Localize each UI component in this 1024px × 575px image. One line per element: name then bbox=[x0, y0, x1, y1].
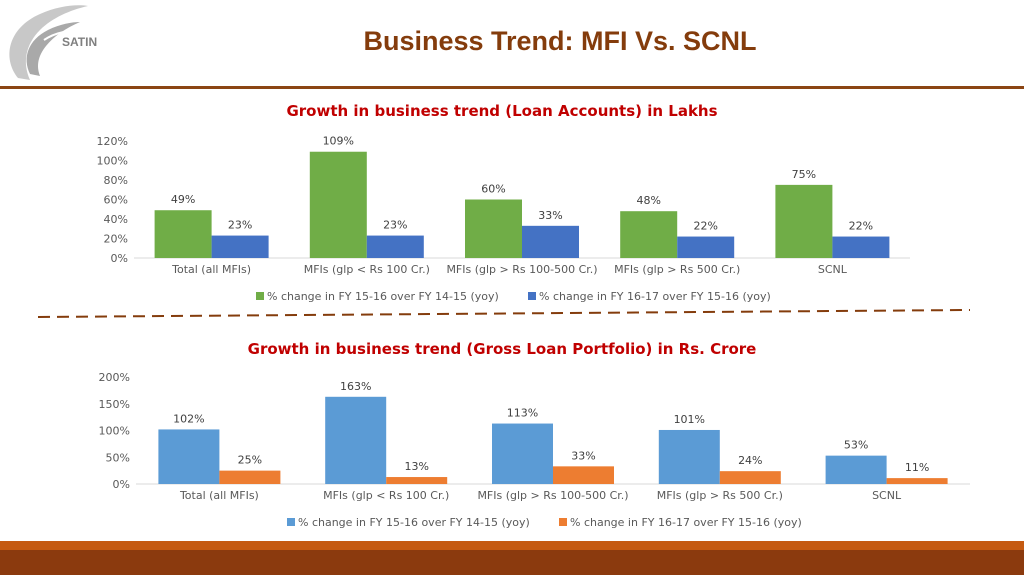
bar bbox=[158, 429, 220, 484]
page-title: Business Trend: MFI Vs. SCNL bbox=[363, 26, 757, 56]
gross-loan-portfolio-chart: 0% 50% 100% 150% 200% 102% 25% Total (all MFIs)… bbox=[99, 371, 970, 529]
data-label: 33% bbox=[571, 449, 595, 462]
bar bbox=[211, 235, 269, 258]
y-tick-label: 20% bbox=[104, 233, 128, 246]
x-tick-label: MFIs (glp < Rs 100 Cr.) bbox=[304, 263, 430, 276]
y-tick-label: 0% bbox=[111, 252, 128, 265]
data-label: 75% bbox=[792, 168, 816, 181]
bar bbox=[553, 466, 614, 484]
data-label: 25% bbox=[238, 454, 262, 467]
bar bbox=[719, 471, 781, 484]
data-label: 163% bbox=[340, 380, 371, 393]
legend-label: % change in FY 16-17 over FY 15-16 (yoy) bbox=[570, 516, 802, 529]
data-label: 53% bbox=[844, 439, 868, 452]
data-label: 101% bbox=[674, 413, 705, 426]
data-label: 48% bbox=[636, 194, 660, 207]
y-tick-label: 40% bbox=[104, 213, 128, 226]
data-label: 33% bbox=[538, 209, 562, 222]
legend-label: % change in FY 15-16 over FY 14-15 (yoy) bbox=[298, 516, 530, 529]
x-tick-label: Total (all MFIs) bbox=[179, 489, 259, 502]
y-tick-label: 100% bbox=[97, 155, 128, 168]
bar bbox=[832, 236, 890, 258]
y-tick-label: 80% bbox=[104, 174, 128, 187]
data-label: 113% bbox=[507, 407, 538, 420]
header-rule bbox=[0, 86, 1024, 89]
bar bbox=[825, 455, 887, 484]
bar bbox=[309, 151, 367, 258]
data-label: 22% bbox=[693, 220, 717, 233]
data-label: 102% bbox=[173, 412, 204, 425]
data-label: 109% bbox=[323, 135, 354, 148]
y-tick-label: 0% bbox=[113, 478, 130, 491]
y-tick-label: 150% bbox=[99, 398, 130, 411]
x-tick-label: MFIs (glp > Rs 100-500 Cr.) bbox=[477, 489, 628, 502]
legend-label: % change in FY 16-17 over FY 15-16 (yoy) bbox=[539, 290, 771, 303]
bar bbox=[658, 429, 720, 484]
chart2-title: Growth in business trend (Gross Loan Por… bbox=[247, 340, 757, 358]
data-label: 23% bbox=[383, 219, 407, 232]
y-tick-label: 120% bbox=[97, 135, 128, 148]
satin-logo: SATIN bbox=[9, 5, 97, 80]
data-label: 13% bbox=[404, 460, 428, 473]
x-tick-label: MFIs (glp > Rs 500 Cr.) bbox=[657, 489, 783, 502]
x-tick-label: Total (all MFIs) bbox=[171, 263, 251, 276]
bar bbox=[522, 225, 579, 258]
legend-label: % change in FY 15-16 over FY 14-15 (yoy) bbox=[267, 290, 499, 303]
x-tick-label: MFIs (glp < Rs 100 Cr.) bbox=[323, 489, 449, 502]
section-divider bbox=[37, 309, 971, 318]
bar bbox=[325, 396, 387, 484]
loan-accounts-chart: 0% 20% 40% 60% 80% 100% 120% 49% 23% Total (all M… bbox=[97, 135, 910, 303]
data-label: 24% bbox=[738, 454, 762, 467]
bar bbox=[492, 423, 553, 484]
data-label: 23% bbox=[228, 219, 252, 232]
bar bbox=[620, 211, 678, 258]
legend-swatch bbox=[256, 292, 264, 300]
legend-swatch bbox=[559, 518, 567, 526]
data-label: 22% bbox=[849, 220, 873, 233]
bar bbox=[219, 470, 281, 484]
y-tick-label: 60% bbox=[104, 194, 128, 207]
bar bbox=[775, 184, 833, 258]
footer-band-dark bbox=[0, 550, 1024, 575]
chart1-title: Growth in business trend (Loan Accounts)… bbox=[286, 102, 718, 120]
bar bbox=[465, 199, 522, 258]
legend-swatch bbox=[528, 292, 536, 300]
x-tick-label: SCNL bbox=[818, 263, 848, 276]
footer-band bbox=[0, 541, 1024, 550]
data-label: 11% bbox=[905, 461, 929, 474]
bar bbox=[677, 236, 735, 258]
bar bbox=[154, 210, 212, 258]
bar bbox=[386, 477, 448, 484]
bar bbox=[886, 478, 948, 484]
y-tick-label: 50% bbox=[106, 451, 130, 464]
data-label: 49% bbox=[171, 193, 195, 206]
bar bbox=[366, 235, 424, 258]
x-tick-label: MFIs (glp > Rs 100-500 Cr.) bbox=[446, 263, 597, 276]
data-label: 60% bbox=[481, 183, 505, 196]
legend-swatch bbox=[287, 518, 295, 526]
y-tick-label: 200% bbox=[99, 371, 130, 384]
x-tick-label: SCNL bbox=[872, 489, 902, 502]
logo-text: SATIN bbox=[62, 35, 97, 49]
x-tick-label: MFIs (glp > Rs 500 Cr.) bbox=[614, 263, 740, 276]
y-tick-label: 100% bbox=[99, 425, 130, 438]
